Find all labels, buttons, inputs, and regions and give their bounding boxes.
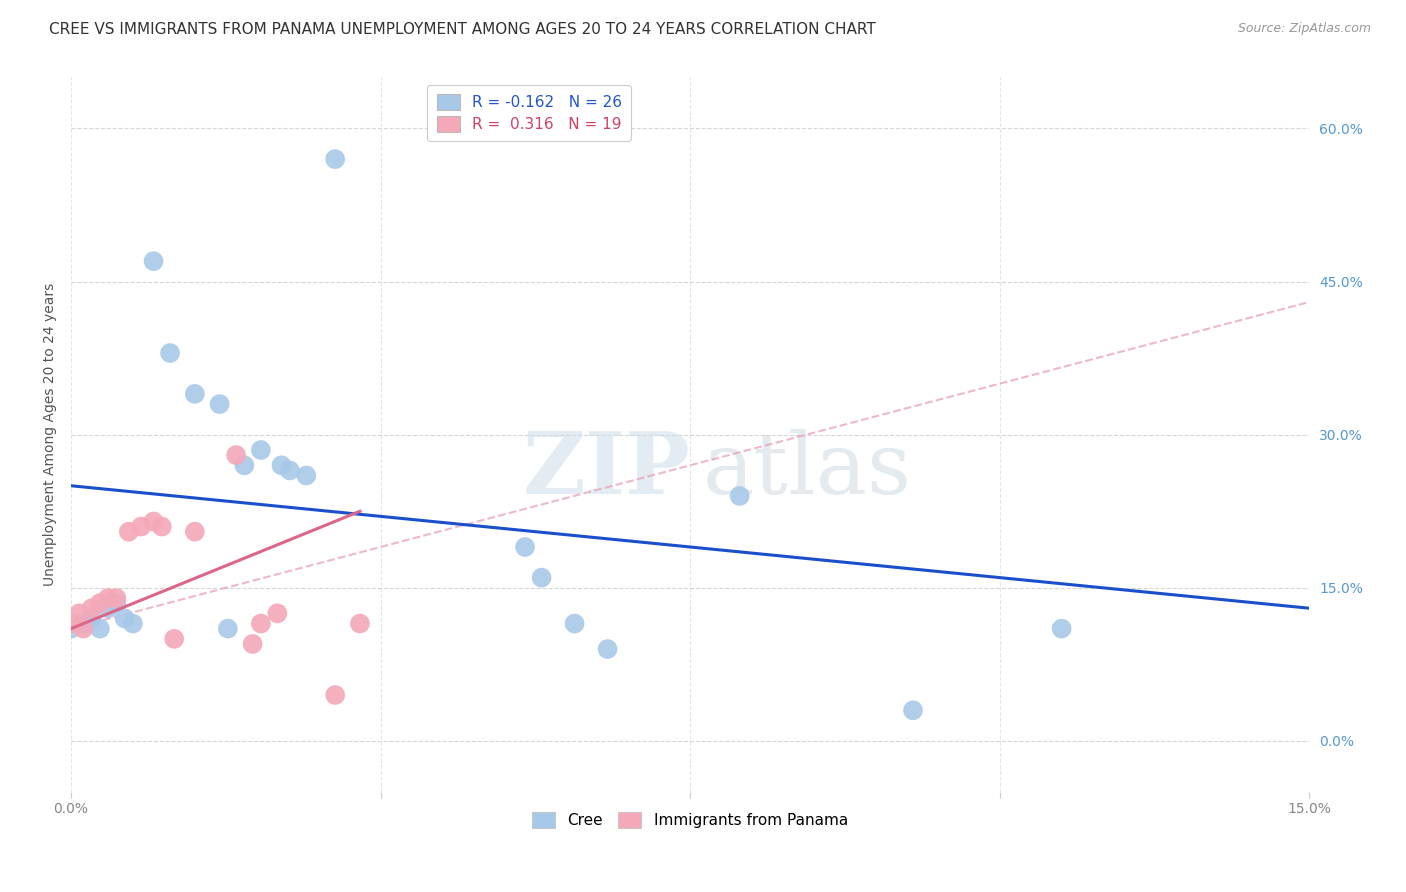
Point [278, 463, 301, 477]
Point [67, 607, 90, 621]
Point [266, 607, 288, 621]
Legend: Cree, Immigrants from Panama: Cree, Immigrants from Panama [526, 806, 853, 834]
Point [89, 622, 111, 636]
Point [270, 458, 292, 473]
Point [80, 601, 103, 615]
Point [60, 616, 83, 631]
Point [564, 616, 586, 631]
Point [105, 596, 128, 610]
Point [242, 637, 264, 651]
Point [901, 703, 924, 717]
Point [233, 458, 256, 473]
Point [114, 611, 136, 625]
Point [323, 152, 346, 166]
Point [208, 397, 231, 411]
Point [150, 519, 173, 533]
Point [596, 642, 619, 657]
Point [1050, 622, 1073, 636]
Point [250, 616, 273, 631]
Point [122, 616, 145, 631]
Point [80, 611, 103, 625]
Point [105, 591, 128, 605]
Point [217, 622, 239, 636]
Point [530, 571, 553, 585]
Point [295, 468, 318, 483]
Point [97, 601, 120, 615]
Point [142, 515, 165, 529]
Point [89, 596, 111, 610]
Point [159, 346, 181, 360]
Point [225, 448, 247, 462]
Point [184, 524, 207, 539]
Point [72, 622, 94, 636]
Text: ZIP: ZIP [523, 428, 690, 512]
Point [349, 616, 371, 631]
Point [728, 489, 751, 503]
Point [118, 524, 141, 539]
Point [129, 519, 152, 533]
Point [72, 616, 94, 631]
Point [323, 688, 346, 702]
Point [513, 540, 536, 554]
Point [184, 387, 207, 401]
Point [142, 254, 165, 268]
Point [97, 591, 120, 605]
Point [163, 632, 186, 646]
Point [60, 622, 83, 636]
Text: atlas: atlas [703, 429, 911, 512]
Y-axis label: Unemployment Among Ages 20 to 24 years: Unemployment Among Ages 20 to 24 years [44, 283, 58, 586]
Text: Source: ZipAtlas.com: Source: ZipAtlas.com [1237, 22, 1371, 36]
Text: CREE VS IMMIGRANTS FROM PANAMA UNEMPLOYMENT AMONG AGES 20 TO 24 YEARS CORRELATIO: CREE VS IMMIGRANTS FROM PANAMA UNEMPLOYM… [49, 22, 876, 37]
Point [250, 442, 273, 457]
